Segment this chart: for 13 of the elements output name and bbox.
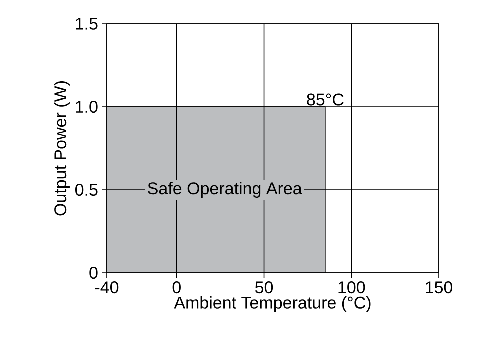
y-tick-label: 1.0 — [76, 100, 98, 114]
annotation: Safe Operating Area — [148, 182, 302, 198]
x-tick-label: 150 — [426, 282, 453, 294]
x-tick-label: 100 — [338, 282, 366, 294]
annotation: 85°C — [307, 94, 344, 106]
x-axis-title: Ambient Temperature (°C) — [174, 296, 371, 312]
y-tick-label: 0 — [90, 266, 98, 280]
x-tick-label: 50 — [255, 282, 274, 294]
x-tick-label: -40 — [95, 282, 119, 294]
y-tick-label: 1.5 — [76, 18, 98, 30]
x-tick-label: 0 — [172, 282, 181, 294]
y-tick-label: 0.5 — [75, 184, 98, 196]
y-axis-title: Output Power (W) — [54, 82, 70, 216]
